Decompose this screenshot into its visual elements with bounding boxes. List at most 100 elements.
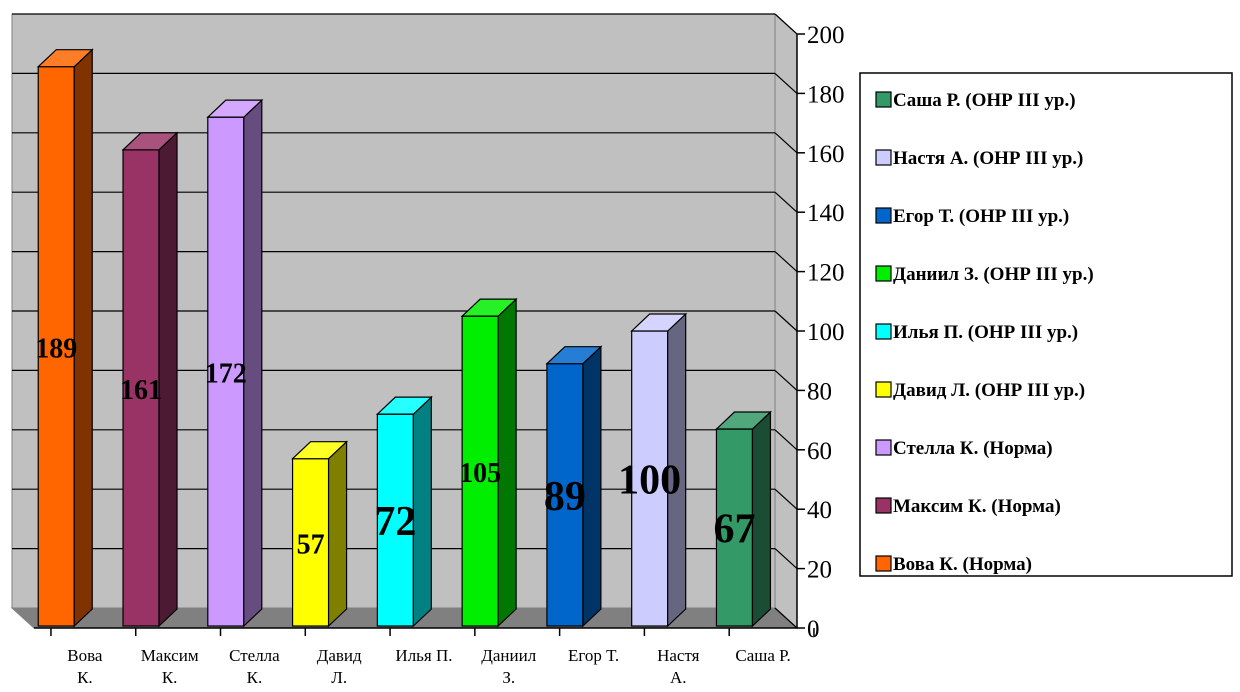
legend-label: Саша Р. (ОНР III ур.) [893,90,1076,111]
x-category-label: Егор Т. [568,646,619,665]
bar-top [460,298,518,317]
y-tick-label: 60 [807,438,832,465]
bar-value-label: 57 [297,529,325,560]
bar-top [121,132,179,151]
bar-value-label: 105 [459,458,501,489]
bar-value-label: 172 [205,359,247,390]
x-category-label: Даниил [481,646,536,665]
legend-swatch [875,381,892,398]
bar-front [122,149,160,627]
y-tick-label: 40 [807,497,832,524]
y-axis: 020406080100120140160180200 [796,22,845,643]
grid-line-side [774,13,798,35]
legend-swatch [875,497,892,514]
legend-swatch [875,149,892,166]
y-tick-label: 100 [807,319,845,346]
legend-item: Илья П. (ОНР III ур.) [875,322,1078,343]
bars: 189 161 172 57 72 105 89 100 67 [35,48,772,628]
y-tick-label: 180 [807,81,845,108]
legend-swatch [875,91,892,108]
bar-top [375,396,433,415]
grid-line-side [774,191,798,213]
bar-value-label: 161 [120,375,162,406]
bar-top [545,346,603,365]
bar-value-label: 89 [544,474,586,520]
bar-value-label: 100 [618,458,681,504]
grid-line-side [774,488,798,510]
grid-line-side [774,369,798,391]
legend-item: Максим К. (Норма) [875,496,1061,517]
legend-swatch [875,439,892,456]
legend-swatch [875,555,892,572]
x-category-label: А. [670,668,687,687]
grid-line-side [774,72,798,94]
legend-item: Саша Р. (ОНР III ур.) [875,90,1076,111]
bar-top [291,441,349,460]
legend: Саша Р. (ОНР III ур.) Настя А. (ОНР III у… [859,72,1233,577]
bar-1: 189 [35,48,94,628]
y-tick-label: 200 [807,22,845,49]
bar-5: 72 [374,395,433,628]
x-category-label: Стелла [229,646,280,665]
legend-box [859,72,1233,577]
bar-8: 100 [618,312,688,628]
legend-item: Вова К. (Норма) [875,554,1032,575]
x-category-label: Вова [67,646,103,665]
bar-value-label: 72 [374,499,416,545]
grid-line-side [774,429,798,451]
bar-6: 105 [459,297,518,628]
grid-line-side [774,310,798,332]
legend-label: Настя А. (ОНР III ур.) [893,148,1083,169]
bar-3: 172 [205,98,264,628]
x-category-label: Саша Р. [735,646,790,665]
legend-item: Настя А. (ОНР III ур.) [875,148,1083,169]
y-tick-label: 20 [807,557,832,584]
grid-line-side [774,132,798,154]
grid-line-side [774,548,798,570]
bar-value-label: 189 [35,333,77,364]
legend-swatch [875,323,892,340]
bar-7: 89 [544,345,603,628]
grid-line-side [774,251,798,273]
legend-label: Стелла К. (Норма) [893,438,1053,459]
legend-item: Стелла К. (Норма) [875,438,1053,459]
x-category-label: Л. [331,668,347,687]
bar-top [714,411,772,430]
bar-front [546,363,584,627]
bar-front [207,116,245,627]
y-tick-label: 140 [807,200,845,227]
bar-top [206,99,264,118]
x-category-label: К. [162,668,178,687]
legend-item: Даниил З. (ОНР III ур.) [875,264,1094,285]
legend-label: Егор Т. (ОНР III ур.) [893,206,1069,227]
x-category-label: Настя [657,646,700,665]
y-tick-label: 80 [807,378,832,405]
bar-front [37,66,75,627]
bar-top [36,49,94,68]
bar-4: 57 [291,440,349,628]
x-category-label: Давид [317,646,362,665]
y-tick-label: 120 [807,260,845,287]
legend-label: Вова К. (Норма) [893,554,1032,575]
bar-side [327,440,348,628]
x-category-label: З. [502,668,515,687]
x-category-label: К. [77,668,93,687]
x-axis: Вова К. Максим К. Стелла К. Давид Л. Илья П. Дани… [34,627,815,687]
bar-front [376,413,414,627]
grid-line-side [774,607,798,629]
x-category-label: К. [247,668,263,687]
x-category-label: Илья П. [395,646,452,665]
bar-value-label: 67 [713,507,755,553]
legend-label: Максим К. (Норма) [893,496,1061,517]
bar-front [631,330,669,627]
legend-label: Даниил З. (ОНР III ур.) [893,264,1094,285]
bar-2: 161 [120,131,179,628]
bar-9: 67 [713,410,772,628]
legend-item: Давид Л. (ОНР III ур.) [875,380,1085,401]
legend-label: Илья П. (ОНР III ур.) [893,322,1078,343]
y-tick-label: 160 [807,141,845,168]
legend-item: Егор Т. (ОНР III ур.) [875,206,1069,227]
legend-label: Давид Л. (ОНР III ур.) [893,380,1085,401]
x-category-label: Максим [141,646,199,665]
